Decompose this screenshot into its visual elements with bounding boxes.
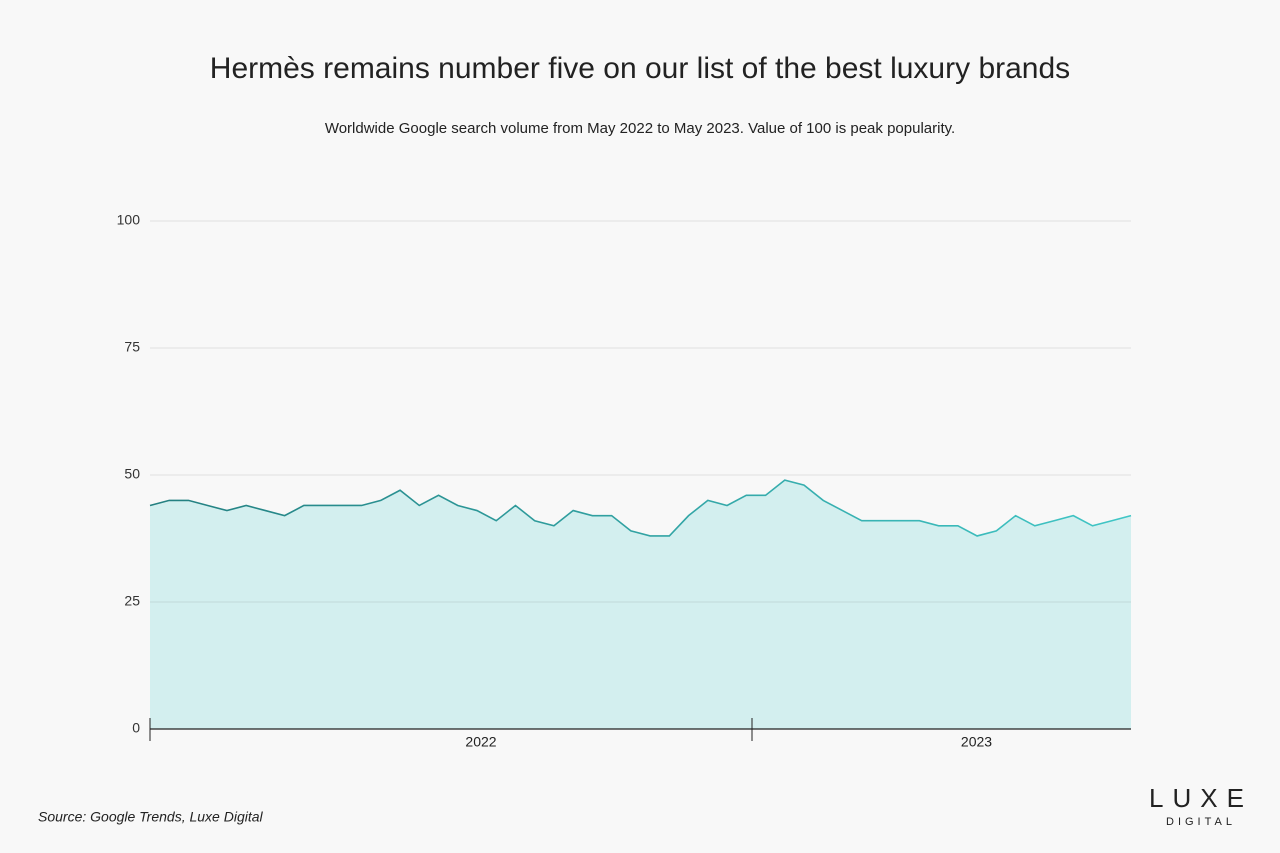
logo-bottom: DIGITAL <box>1166 816 1236 828</box>
y-tick-label: 0 <box>132 720 140 736</box>
x-group-label: 2022 <box>465 734 496 750</box>
source: Source: Google Trends, Luxe Digital <box>38 809 264 825</box>
area <box>150 480 1131 729</box>
y-tick-label: 50 <box>124 466 140 482</box>
x-group-label: 2023 <box>961 734 992 750</box>
logo-top: LUXE <box>1149 783 1253 813</box>
chart-title: Hermès remains number five on our list o… <box>210 52 1070 85</box>
y-tick-label: 25 <box>124 593 140 609</box>
y-tick-label: 75 <box>124 339 140 355</box>
line <box>149 479 1132 537</box>
y-tick-label: 100 <box>117 212 141 228</box>
chart-subtitle: Worldwide Google search volume from May … <box>325 120 955 137</box>
